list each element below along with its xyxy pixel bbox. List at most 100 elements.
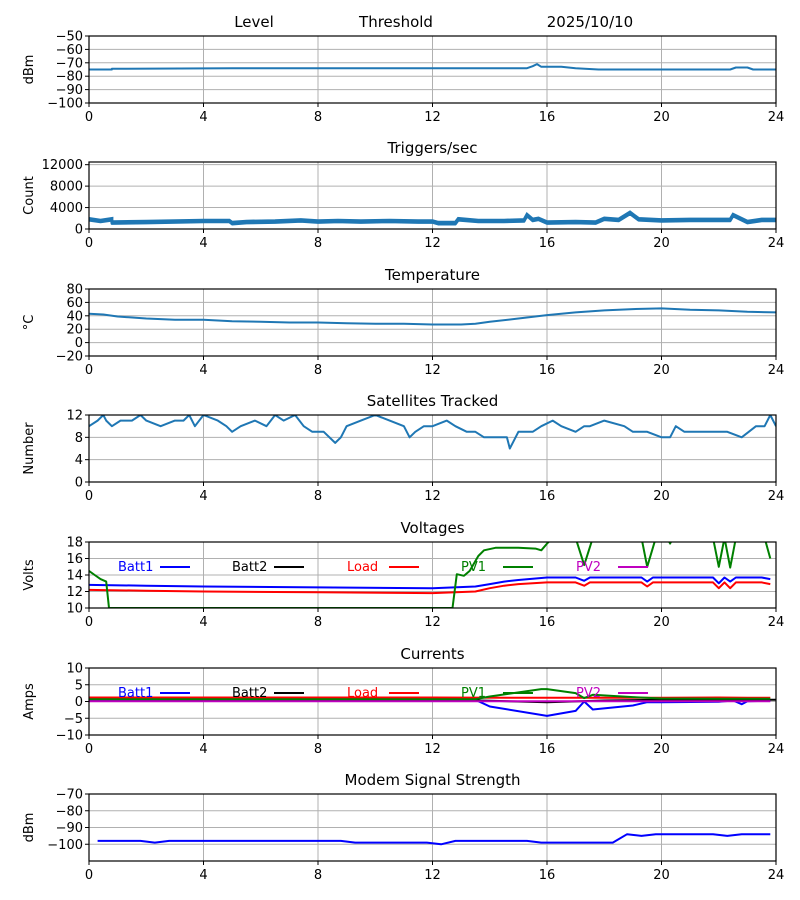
x-tick-label: 12 [424, 110, 441, 125]
x-tick-label: 4 [199, 742, 207, 757]
y-tick-label: 4 [75, 453, 83, 468]
y-tick-label: 40 [66, 309, 83, 324]
chart-title: Currents [400, 645, 464, 663]
y-tick-label: −90 [56, 83, 83, 98]
x-tick-label: 0 [85, 363, 93, 378]
y-tick-label: 8 [75, 431, 83, 446]
x-tick-label: 24 [768, 742, 785, 757]
series-line-pv1 [89, 542, 772, 608]
x-tick-label: 20 [653, 489, 670, 504]
y-axis-label: °C [22, 315, 37, 331]
x-tick-label: 0 [85, 489, 93, 504]
x-tick-label: 24 [768, 615, 785, 630]
x-tick-label: 16 [539, 615, 556, 630]
legend-label-batt1: Batt1 [118, 686, 153, 701]
x-tick-label: 16 [539, 868, 556, 883]
x-tick-label: 4 [199, 615, 207, 630]
x-tick-label: 20 [653, 615, 670, 630]
x-tick-label: 8 [314, 363, 322, 378]
x-tick-label: 0 [85, 110, 93, 125]
x-tick-label: 8 [314, 236, 322, 251]
chart-satellites: 0 4 8 12 16 20 24 0 4 8 12 Satellites Tracked Number [22, 392, 784, 504]
y-tick-label: 12 [66, 409, 83, 424]
y-tick-label: 20 [66, 323, 83, 338]
x-tick-label: 20 [653, 363, 670, 378]
series-band-triggers [89, 210, 776, 224]
y-axis-label: Number [22, 422, 37, 475]
legend-label-batt2: Batt2 [232, 686, 267, 701]
y-tick-label: 80 [66, 283, 83, 298]
chart-title: Triggers/sec [387, 139, 478, 157]
x-tick-label: 8 [314, 615, 322, 630]
chart-title: Voltages [400, 519, 464, 537]
series-line-batt1 [89, 576, 771, 590]
x-tick-label: 0 [85, 236, 93, 251]
x-tick-label: 24 [768, 489, 785, 504]
y-tick-label: 60 [66, 296, 83, 311]
y-tick-label: 0 [75, 695, 83, 710]
x-tick-label: 12 [424, 236, 441, 251]
y-tick-label: 4000 [50, 201, 83, 216]
y-tick-label: 10 [66, 662, 83, 677]
header-threshold-label: Threshold [358, 13, 433, 31]
y-tick-label: 12 [66, 585, 83, 600]
y-tick-label: 16 [66, 552, 83, 567]
y-tick-label: 0 [75, 223, 83, 238]
x-tick-label: 4 [199, 110, 207, 125]
y-tick-label: 5 [75, 678, 83, 693]
chart-modem: 0 4 8 12 16 20 24 −100 −90 −80−70 Modem Signal Str… [22, 771, 784, 883]
x-tick-label: 24 [768, 110, 785, 125]
x-tick-label: 4 [199, 868, 207, 883]
series-line-pv1 [89, 688, 771, 701]
y-tick-label: −60 [56, 43, 83, 58]
chart-triggers: 0 4 8 12 16 20 24 0 4000 8000 12000 Triggers/sec Cou… [22, 139, 784, 251]
x-tick-label: 24 [768, 868, 785, 883]
header-level-label: Level [234, 13, 274, 31]
x-tick-label: 12 [424, 615, 441, 630]
y-axis-label: dBm [22, 55, 37, 85]
legend-label-load: Load [347, 686, 378, 701]
x-tick-label: 20 [653, 110, 670, 125]
y-tick-label: −5 [64, 712, 83, 727]
series-line-load [89, 581, 771, 595]
x-tick-label: 12 [424, 868, 441, 883]
y-tick-label: −70 [56, 788, 83, 803]
y-tick-label: 8000 [50, 180, 83, 195]
x-tick-label: 8 [314, 868, 322, 883]
y-tick-label: −50 [56, 30, 83, 45]
x-tick-label: 8 [314, 489, 322, 504]
series-line-modem [97, 833, 771, 846]
x-tick-label: 24 [768, 236, 785, 251]
x-tick-label: 4 [199, 363, 207, 378]
x-tick-label: 0 [85, 868, 93, 883]
x-tick-label: 20 [653, 742, 670, 757]
legend-label-load: Load [347, 560, 378, 575]
chart-title: Temperature [384, 266, 480, 284]
y-tick-label: −10 [56, 729, 83, 744]
series-line-batt1 [89, 698, 771, 717]
chart-title: Satellites Tracked [367, 392, 498, 410]
y-tick-label: 10 [66, 602, 83, 617]
x-tick-label: 20 [653, 868, 670, 883]
x-tick-label: 8 [314, 742, 322, 757]
x-tick-label: 0 [85, 742, 93, 757]
y-tick-label: −70 [56, 56, 83, 71]
x-tick-label: 16 [539, 363, 556, 378]
y-tick-label: −20 [56, 350, 83, 365]
y-tick-label: −80 [56, 804, 83, 819]
x-tick-label: 12 [424, 489, 441, 504]
x-tick-label: 24 [768, 363, 785, 378]
x-tick-label: 12 [424, 742, 441, 757]
x-tick-label: 16 [539, 110, 556, 125]
x-tick-label: 0 [85, 615, 93, 630]
header-date: 2025/10/10 [547, 13, 633, 31]
x-tick-label: 4 [199, 489, 207, 504]
x-tick-label: 8 [314, 110, 322, 125]
x-tick-label: 4 [199, 236, 207, 251]
y-tick-label: 0 [75, 336, 83, 351]
y-axis-label: Volts [22, 559, 37, 591]
legend-label-pv1: PV1 [461, 686, 486, 701]
y-tick-label: −90 [56, 821, 83, 836]
legend-label-batt2: Batt2 [232, 560, 267, 575]
